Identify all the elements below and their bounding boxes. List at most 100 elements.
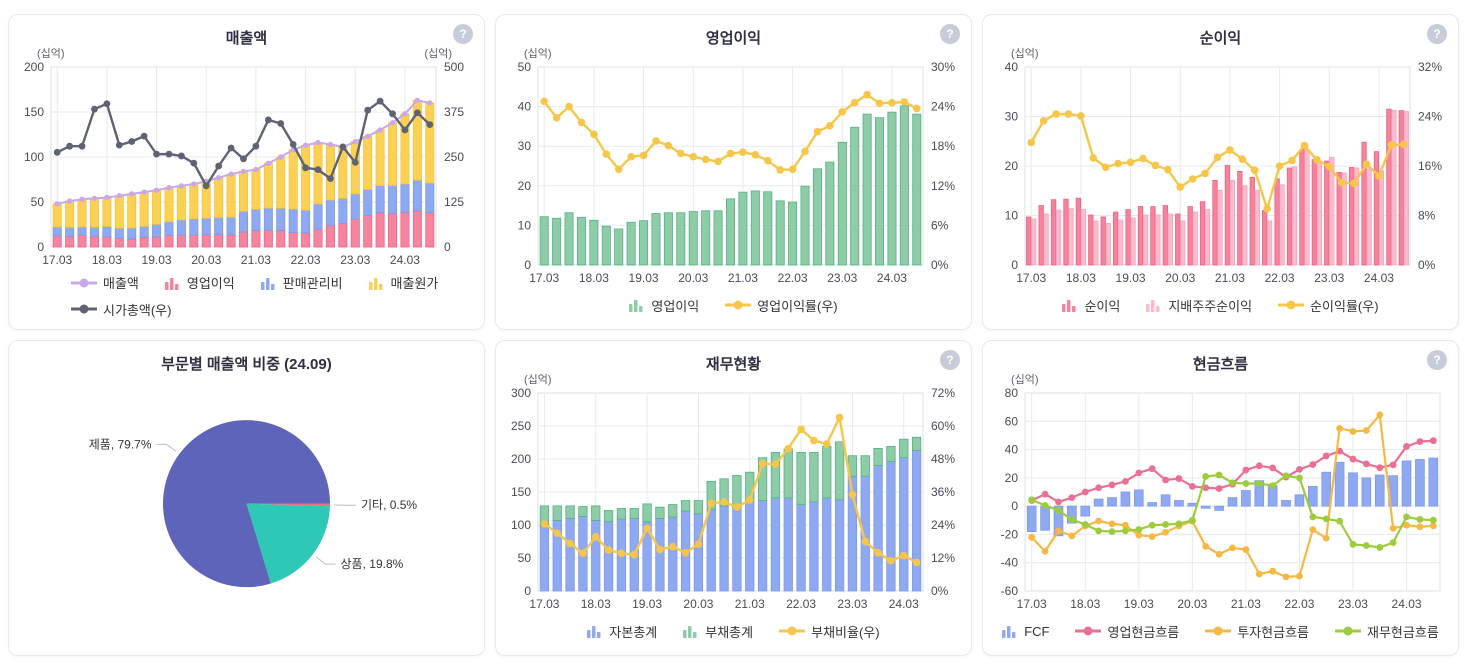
- svg-text:200: 200: [511, 452, 531, 466]
- legend-label: 매출액: [103, 276, 139, 292]
- line-series-icon: [1278, 300, 1305, 310]
- net-profit-card: 순이익 (십억) ? 0 10 20 30 40 0% 8% 16% 24% 32% 17.03 18…: [982, 14, 1459, 330]
- chart-title: 매출액: [225, 30, 268, 47]
- legend-item[interactable]: 지배주주순이익: [1146, 296, 1252, 315]
- help-icon[interactable]: ?: [453, 24, 473, 44]
- svg-text:30: 30: [518, 139, 532, 153]
- legend-label: 자본총계: [609, 624, 658, 640]
- svg-text:0%: 0%: [931, 258, 949, 272]
- help-icon[interactable]: ?: [940, 24, 960, 44]
- svg-text:0: 0: [444, 240, 451, 254]
- svg-text:0: 0: [1011, 499, 1018, 513]
- svg-text:21.03: 21.03: [735, 597, 765, 611]
- svg-text:40: 40: [518, 100, 532, 114]
- svg-text:0: 0: [524, 584, 531, 598]
- legend-item[interactable]: 영업이익: [629, 296, 699, 315]
- legend-item[interactable]: 재무현금흐름: [1335, 622, 1439, 641]
- svg-text:17.03: 17.03: [1016, 271, 1046, 285]
- svg-text:0: 0: [37, 240, 44, 254]
- svg-text:500: 500: [444, 60, 464, 74]
- legend-item[interactable]: 부채총계: [683, 622, 753, 641]
- financial-status-chart: 0 50 100 150 200 250 300 0% 12% 24% 36% 48% 60% 72% 17…: [511, 386, 955, 611]
- revenue-card: 매출액 (십억) (십억) ? 0 50 100 150 200 0 125 250 375 50…: [8, 14, 485, 330]
- legend-label: 영업현금흐름: [1107, 624, 1180, 640]
- legend-label: 투자현금흐름: [1237, 624, 1310, 640]
- left-axis-unit: (십억): [1011, 48, 1039, 60]
- cash-flow-legend: FCF 영업현금흐름 투자현금흐름 재무현금흐름: [983, 615, 1458, 655]
- svg-text:200: 200: [24, 60, 44, 74]
- svg-text:24.03: 24.03: [889, 597, 919, 611]
- svg-text:20.03: 20.03: [1165, 271, 1195, 285]
- svg-text:0%: 0%: [1418, 258, 1436, 272]
- svg-text:17.03: 17.03: [529, 597, 559, 611]
- bar-series-icon: [260, 277, 275, 290]
- svg-text:10: 10: [518, 218, 532, 232]
- svg-text:24.03: 24.03: [1364, 271, 1394, 285]
- legend-item[interactable]: 부채비율(우): [779, 622, 880, 641]
- svg-text:제품, 79.7%: 제품, 79.7%: [89, 437, 152, 451]
- svg-text:0%: 0%: [931, 584, 949, 598]
- svg-text:12%: 12%: [931, 551, 955, 565]
- help-icon[interactable]: ?: [1427, 350, 1447, 370]
- legend-item[interactable]: 순이익률(우): [1278, 296, 1379, 315]
- legend-item[interactable]: 영업이익률(우): [725, 296, 838, 315]
- svg-text:8%: 8%: [1418, 209, 1436, 223]
- chart-title: 현금흐름: [1192, 356, 1249, 373]
- svg-text:19.03: 19.03: [632, 597, 662, 611]
- left-axis-unit: (십억): [1011, 374, 1039, 386]
- legend-label: 영업이익: [186, 276, 235, 292]
- svg-text:40: 40: [1005, 443, 1019, 457]
- help-icon[interactable]: ?: [1427, 24, 1447, 44]
- legend-item[interactable]: 영업이익: [164, 273, 235, 292]
- legend-item[interactable]: 시가총액(우): [71, 300, 171, 319]
- svg-text:16%: 16%: [1418, 159, 1442, 173]
- legend-item[interactable]: 순이익: [1062, 296, 1120, 315]
- legend-label: 부채총계: [705, 624, 754, 640]
- revenue-mix-legend: [9, 615, 484, 655]
- revenue-mix-pie-card: 부문별 매출액 비중 (24.09) 기타, 0.5% 상품, 19.8% 제품, …: [8, 340, 485, 656]
- left-axis-unit: (십억): [37, 48, 65, 60]
- svg-text:17.03: 17.03: [42, 253, 72, 267]
- svg-text:80: 80: [1005, 386, 1019, 400]
- legend-item[interactable]: 매출액: [71, 273, 139, 292]
- operating-profit-legend: 영업이익 영업이익률(우): [496, 289, 971, 329]
- bar-series-icon: [587, 626, 601, 638]
- legend-label: 시가총액(우): [103, 302, 172, 318]
- svg-text:24%: 24%: [931, 100, 955, 114]
- help-icon[interactable]: ?: [940, 350, 960, 370]
- svg-text:100: 100: [511, 518, 531, 532]
- svg-text:18.03: 18.03: [579, 271, 609, 285]
- legend-item[interactable]: 자본총계: [587, 622, 657, 641]
- svg-text:375: 375: [444, 105, 464, 119]
- svg-text:21.03: 21.03: [1231, 597, 1261, 611]
- legend-label: 부채비율(우): [811, 624, 880, 640]
- svg-text:23.03: 23.03: [827, 271, 857, 285]
- legend-item[interactable]: 영업현금흐름: [1075, 622, 1179, 641]
- chart-title: 영업이익: [705, 30, 762, 47]
- svg-text:19.03: 19.03: [1116, 271, 1146, 285]
- legend-label: 영업이익: [651, 298, 700, 314]
- legend-item[interactable]: 판매관리비: [260, 273, 343, 292]
- svg-text:23.03: 23.03: [837, 597, 867, 611]
- svg-text:24.03: 24.03: [390, 253, 420, 267]
- legend-item[interactable]: 매출원가: [368, 273, 438, 292]
- svg-text:250: 250: [511, 419, 531, 433]
- svg-text:30: 30: [1005, 110, 1019, 124]
- legend-item[interactable]: FCF: [1002, 624, 1049, 639]
- net-profit-chart: 0 10 20 30 40 0% 8% 16% 24% 32% 17.03 18.03 19.03 20.…: [1005, 60, 1443, 285]
- svg-text:12%: 12%: [931, 179, 955, 193]
- net-profit-legend: 순이익 지배주주순이익 순이익률(우): [983, 289, 1458, 329]
- svg-text:24.03: 24.03: [877, 271, 907, 285]
- bar-series-icon: [629, 300, 643, 312]
- svg-text:40: 40: [1005, 60, 1019, 74]
- svg-text:72%: 72%: [931, 386, 955, 400]
- line-series-icon: [1075, 626, 1102, 636]
- financial-status-legend: 자본총계 부채총계 부채비율(우): [496, 615, 971, 655]
- svg-text:21.03: 21.03: [728, 271, 758, 285]
- legend-item[interactable]: 투자현금흐름: [1205, 622, 1309, 641]
- legend-label: 영업이익률(우): [757, 298, 838, 314]
- legend-label: FCF: [1024, 623, 1050, 639]
- svg-text:24%: 24%: [931, 518, 955, 532]
